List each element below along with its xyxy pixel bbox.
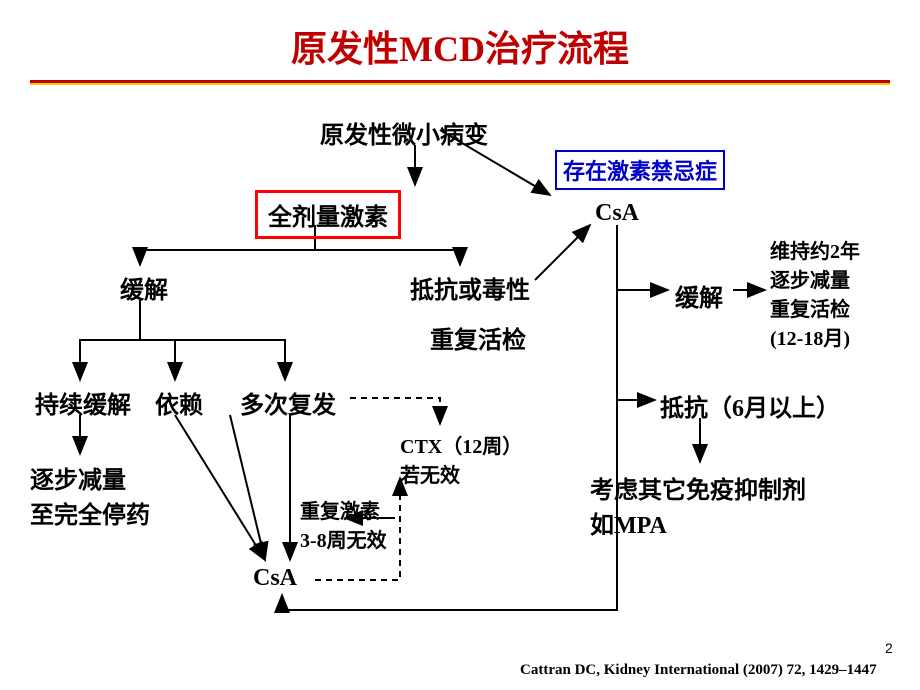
node-otherimm: 考虑其它免疫抑制剂如MPA [590,470,806,540]
node-csa2: CsA [253,565,297,592]
arrow-15 [535,225,590,280]
node-remit2: 缓解 [675,278,723,313]
node-repsteroid: 重复激素3-8周无效 [300,495,387,553]
arrow-11 [350,398,440,424]
arrow-6 [140,300,285,380]
citation: Cattran DC, Kidney International (2007) … [520,662,877,679]
node-ctx: CTX（12周）若无效 [400,430,522,488]
node-root: 原发性微小病变 [320,115,488,150]
node-depend: 依赖 [155,385,203,420]
node-maintain: 维持约2年逐步减量重复活检(12-18月) [770,235,860,351]
page-number: 2 [885,640,893,656]
node-taper: 逐步减量至完全停药 [30,460,150,530]
arrow-9 [230,415,265,560]
node-rebiopsy1: 重复活检 [430,320,526,355]
arrow-4 [80,300,140,380]
node-remit1: 缓解 [120,270,168,305]
node-steroid: 全剂量激素 [255,190,401,239]
node-csa1: CsA [595,200,639,227]
node-resist2: 抵抗（6月以上） [660,388,840,423]
node-sustain: 持续缓解 [35,385,131,420]
arrow-8 [175,415,265,560]
node-resist1: 抵抗或毒性 [410,270,530,305]
node-contraind: 存在激素禁忌症 [555,150,725,190]
node-relapse: 多次复发 [240,385,336,420]
